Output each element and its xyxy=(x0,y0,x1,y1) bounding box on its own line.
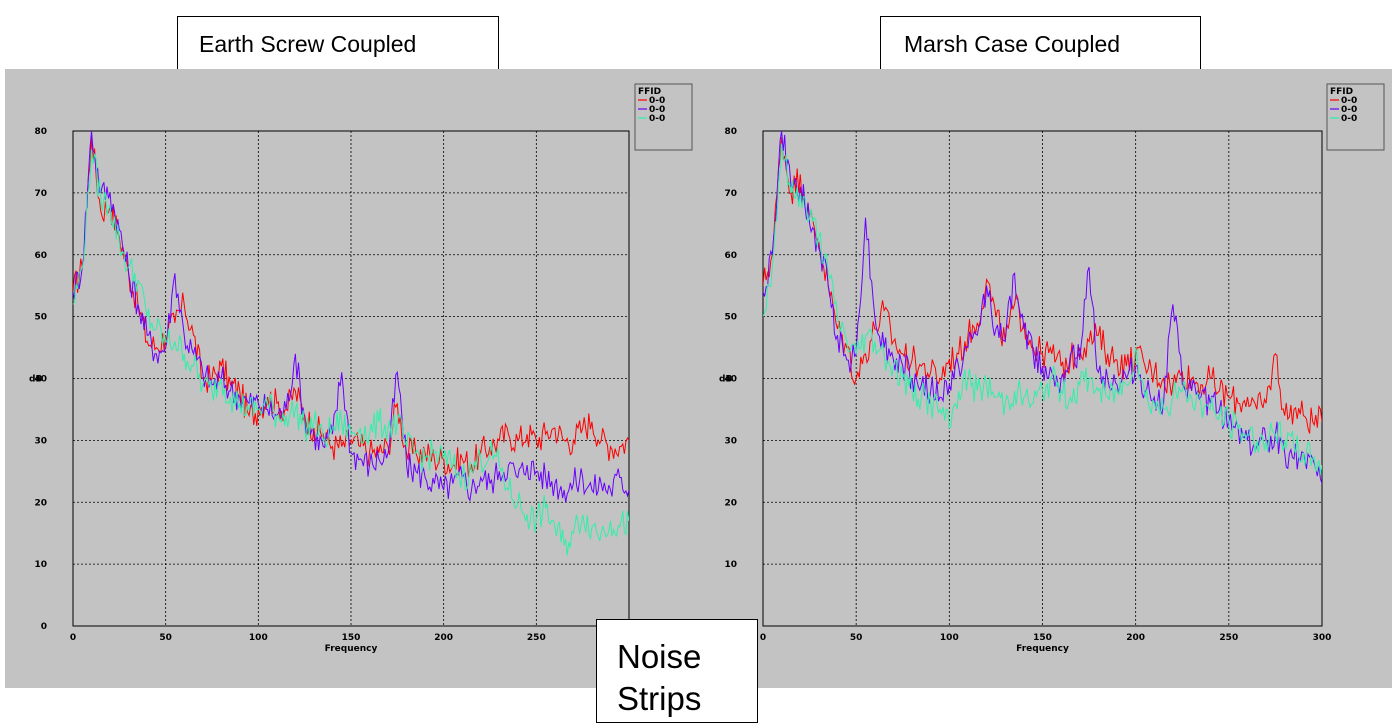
x-tick-label: 50 xyxy=(850,633,863,643)
y-tick-label: 60 xyxy=(34,251,47,261)
y-tick-label: 30 xyxy=(34,436,47,446)
y-tick-label: 10 xyxy=(34,560,47,570)
noise-strips-caption: Noise Strips xyxy=(596,619,758,723)
y-tick-label: 50 xyxy=(724,313,737,323)
legend-entry: 0-0 xyxy=(1341,105,1357,115)
x-tick-label: 0 xyxy=(760,633,766,643)
legend-title: FFID xyxy=(638,87,661,97)
series-line-3 xyxy=(763,143,1322,475)
x-tick-label: 250 xyxy=(1219,633,1238,643)
x-tick-label: 200 xyxy=(434,633,453,643)
y-tick-label: 70 xyxy=(34,189,47,199)
series-line-2 xyxy=(73,130,629,503)
y-tick-label: 80 xyxy=(724,127,737,137)
marsh-case-chart-panel: 05010015020025030001020304050607080Frequ… xyxy=(709,69,1392,688)
earth-screw-caption: Earth Screw Coupled xyxy=(177,16,499,70)
y-tick-label: 0 xyxy=(41,622,47,632)
marsh-case-caption: Marsh Case Coupled xyxy=(880,16,1201,70)
marsh-case-chart: 05010015020025030001020304050607080Frequ… xyxy=(719,83,1385,654)
x-axis-label: Frequency xyxy=(1016,644,1069,654)
legend-entry: 0-0 xyxy=(649,96,665,106)
legend-title: FFID xyxy=(1330,87,1353,97)
legend-entry: 0-0 xyxy=(649,114,665,124)
legend-box xyxy=(634,83,693,151)
x-tick-label: 100 xyxy=(249,633,268,643)
x-tick-label: 100 xyxy=(940,633,959,643)
x-tick-label: 0 xyxy=(70,633,76,643)
y-tick-label: 20 xyxy=(34,498,47,508)
x-tick-label: 50 xyxy=(159,633,172,643)
x-tick-label: 300 xyxy=(1313,633,1332,643)
y-tick-label: 20 xyxy=(724,498,737,508)
y-tick-label: 80 xyxy=(34,127,47,137)
x-tick-label: 200 xyxy=(1126,633,1145,643)
earth-screw-chart-panel: 0 50 100 150 200 250 0 10 20 30 40 50 60 70 80 Frequenc… xyxy=(5,69,709,688)
series-line-3 xyxy=(73,149,629,556)
legend-entry: 0-0 xyxy=(649,105,665,115)
y-tick-label: 70 xyxy=(724,189,737,199)
y-tick-label: 40 xyxy=(724,375,737,385)
y-tick-label: 10 xyxy=(724,560,737,570)
legend-entry: 0-0 xyxy=(1341,114,1357,124)
earth-screw-chart: 0 50 100 150 200 250 0 10 20 30 40 50 60 70 80 Frequenc… xyxy=(29,83,693,654)
series-line-1 xyxy=(763,137,1322,434)
x-tick-label: 150 xyxy=(1033,633,1052,643)
y-tick-label: 50 xyxy=(34,313,47,323)
legend-box xyxy=(1326,83,1385,151)
y-tick-label: 60 xyxy=(724,251,737,261)
x-axis-label: Frequency xyxy=(325,644,378,654)
y-tick-label: 40 xyxy=(34,375,47,385)
y-tick-label: 30 xyxy=(724,436,737,446)
x-tick-label: 250 xyxy=(527,633,546,643)
x-tick-label: 150 xyxy=(342,633,361,643)
y-axis-label: dB xyxy=(719,375,732,385)
series-line-1 xyxy=(73,137,629,477)
y-axis-label: dB xyxy=(29,375,42,385)
legend-entry: 0-0 xyxy=(1341,96,1357,106)
